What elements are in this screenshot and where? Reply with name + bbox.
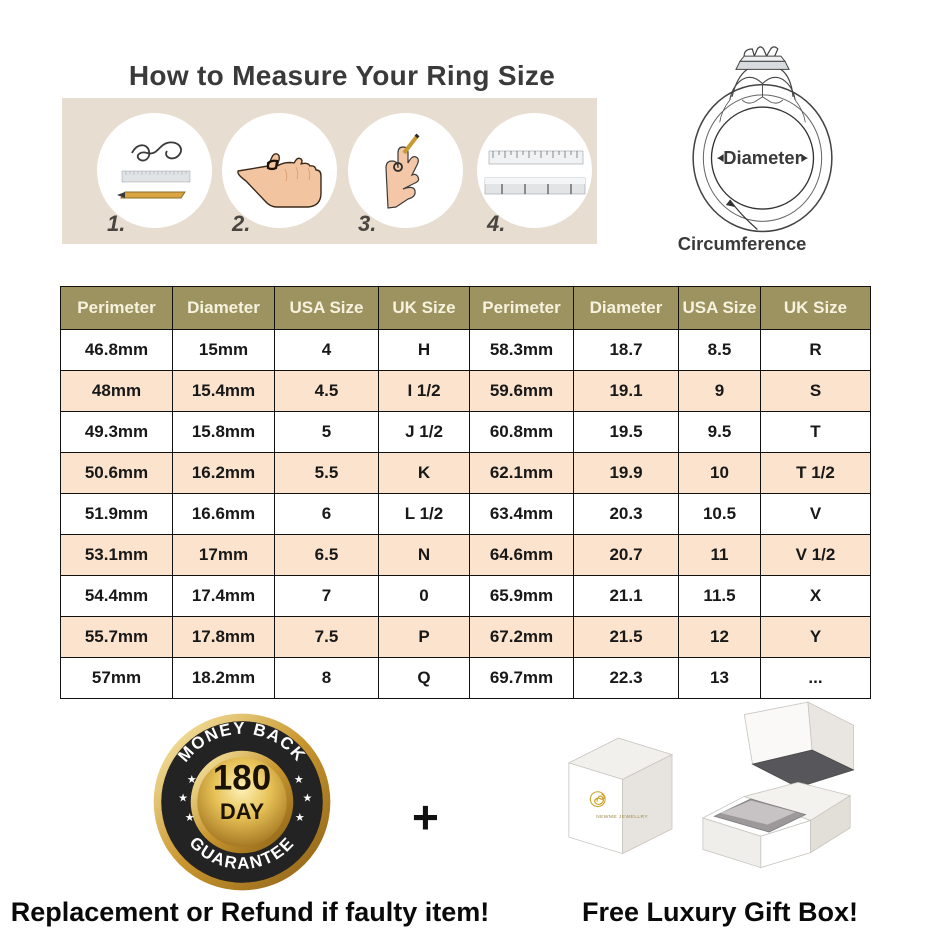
- svg-text:★: ★: [303, 792, 313, 804]
- svg-text:NEWME JEWELLRY: NEWME JEWELLRY: [596, 814, 648, 820]
- svg-text:180: 180: [213, 758, 271, 797]
- svg-text:★: ★: [294, 774, 304, 786]
- svg-text:Diameter: Diameter: [723, 147, 802, 168]
- svg-text:★: ★: [185, 812, 195, 824]
- svg-text:★: ★: [295, 812, 305, 824]
- svg-text:★: ★: [178, 792, 188, 804]
- svg-text:Circumference: Circumference: [678, 233, 807, 254]
- svg-text:★: ★: [187, 774, 197, 786]
- svg-text:DAY: DAY: [220, 799, 264, 824]
